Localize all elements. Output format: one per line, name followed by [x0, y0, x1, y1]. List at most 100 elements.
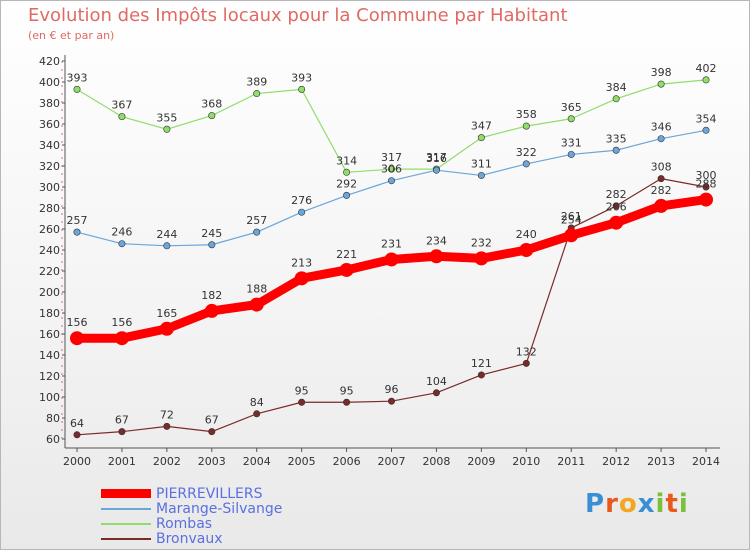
data-point	[432, 166, 440, 174]
data-point	[567, 150, 575, 158]
data-label: 231	[381, 237, 402, 250]
data-label: 292	[336, 177, 357, 190]
data-label: 95	[295, 384, 309, 397]
data-label: 314	[336, 154, 357, 167]
data-label: 232	[471, 236, 492, 249]
data-label: 311	[471, 157, 492, 170]
data-point	[657, 135, 665, 143]
data-label: 95	[340, 384, 354, 397]
x-tick-label: 2000	[63, 455, 91, 468]
legend-label: PIERREVILLERS	[156, 486, 263, 502]
y-tick-label: 340	[39, 139, 60, 152]
x-tick-label: 2011	[557, 455, 585, 468]
y-tick-label: 280	[39, 202, 60, 215]
data-label: 317	[426, 151, 447, 164]
data-label: 165	[156, 307, 177, 320]
logo-letter: P	[585, 489, 606, 519]
data-point	[384, 252, 399, 267]
data-point	[118, 113, 126, 121]
x-tick-label: 2008	[422, 455, 450, 468]
data-point	[388, 177, 396, 185]
data-label: 257	[67, 214, 88, 227]
data-point	[612, 95, 620, 103]
data-point	[564, 228, 579, 243]
data-label: 389	[246, 76, 267, 89]
data-point	[204, 303, 219, 318]
y-tick-label: 300	[39, 181, 60, 194]
logo-letter: i	[655, 489, 666, 519]
data-point	[609, 215, 624, 230]
data-label: 221	[336, 248, 357, 261]
data-point	[343, 168, 351, 176]
data-label: 282	[651, 184, 672, 197]
data-point	[294, 271, 309, 286]
y-tick-label: 420	[39, 55, 60, 68]
data-point	[253, 228, 261, 236]
data-label: 64	[70, 417, 84, 430]
data-point	[699, 192, 714, 207]
data-point	[567, 115, 575, 123]
data-label: 156	[111, 316, 132, 329]
y-tick-label: 400	[39, 76, 60, 89]
data-label: 261	[561, 210, 582, 223]
logo-letter: r	[605, 489, 619, 519]
data-point	[253, 90, 261, 98]
data-point	[249, 297, 264, 312]
data-point	[208, 112, 216, 120]
data-point	[702, 126, 710, 134]
data-point	[73, 431, 81, 439]
data-label: 246	[111, 226, 132, 239]
data-label: 288	[696, 178, 717, 191]
data-label: 308	[651, 161, 672, 174]
data-point	[612, 202, 620, 210]
legend-label: Marange-Silvange	[156, 501, 283, 517]
x-tick-label: 2002	[153, 455, 181, 468]
data-label: 367	[111, 99, 132, 112]
legend-label: Bronvaux	[156, 531, 223, 547]
data-label: 104	[426, 375, 447, 388]
logo-letter: t	[665, 489, 679, 519]
x-tick-label: 2006	[333, 455, 361, 468]
y-tick-label: 100	[39, 391, 60, 404]
data-point	[298, 85, 306, 93]
data-point	[388, 165, 396, 173]
data-label: 300	[696, 169, 717, 182]
x-tick-label: 2009	[467, 455, 495, 468]
x-tick-label: 2004	[243, 455, 271, 468]
y-tick-label: 80	[46, 412, 60, 425]
data-label: 156	[67, 316, 88, 329]
data-label: 96	[385, 383, 399, 396]
data-label: 368	[201, 98, 222, 111]
data-label: 331	[561, 136, 582, 149]
legend-swatch-pierrevillers	[101, 489, 151, 498]
data-point	[474, 251, 489, 266]
data-label: 245	[201, 227, 222, 240]
data-point	[163, 125, 171, 133]
y-tick-label: 360	[39, 118, 60, 131]
y-tick-label: 180	[39, 307, 60, 320]
x-tick-label: 2001	[108, 455, 136, 468]
y-tick-label: 200	[39, 286, 60, 299]
data-label: 355	[156, 111, 177, 124]
y-tick-label: 120	[39, 370, 60, 383]
x-tick-label: 2005	[288, 455, 316, 468]
data-label: 67	[205, 414, 219, 427]
data-point	[519, 243, 534, 257]
data-label: 402	[696, 62, 717, 75]
chart-subtitle: (en € et par an)	[28, 29, 115, 42]
data-point	[702, 183, 710, 191]
data-point	[343, 398, 351, 406]
y-tick-label: 160	[39, 328, 60, 341]
y-tick-label: 60	[46, 433, 60, 446]
y-tick-label: 240	[39, 244, 60, 257]
chart-axes: 60 80 100 120 140 160 180 200 220 240 260 280 300 320…	[39, 55, 721, 468]
data-point	[208, 241, 216, 249]
data-point	[298, 398, 306, 406]
data-point	[477, 371, 485, 379]
data-point	[612, 146, 620, 154]
data-label: 384	[606, 81, 627, 94]
data-label: 393	[291, 71, 312, 84]
legend-label: Rombas	[156, 516, 213, 532]
data-point	[339, 262, 354, 277]
